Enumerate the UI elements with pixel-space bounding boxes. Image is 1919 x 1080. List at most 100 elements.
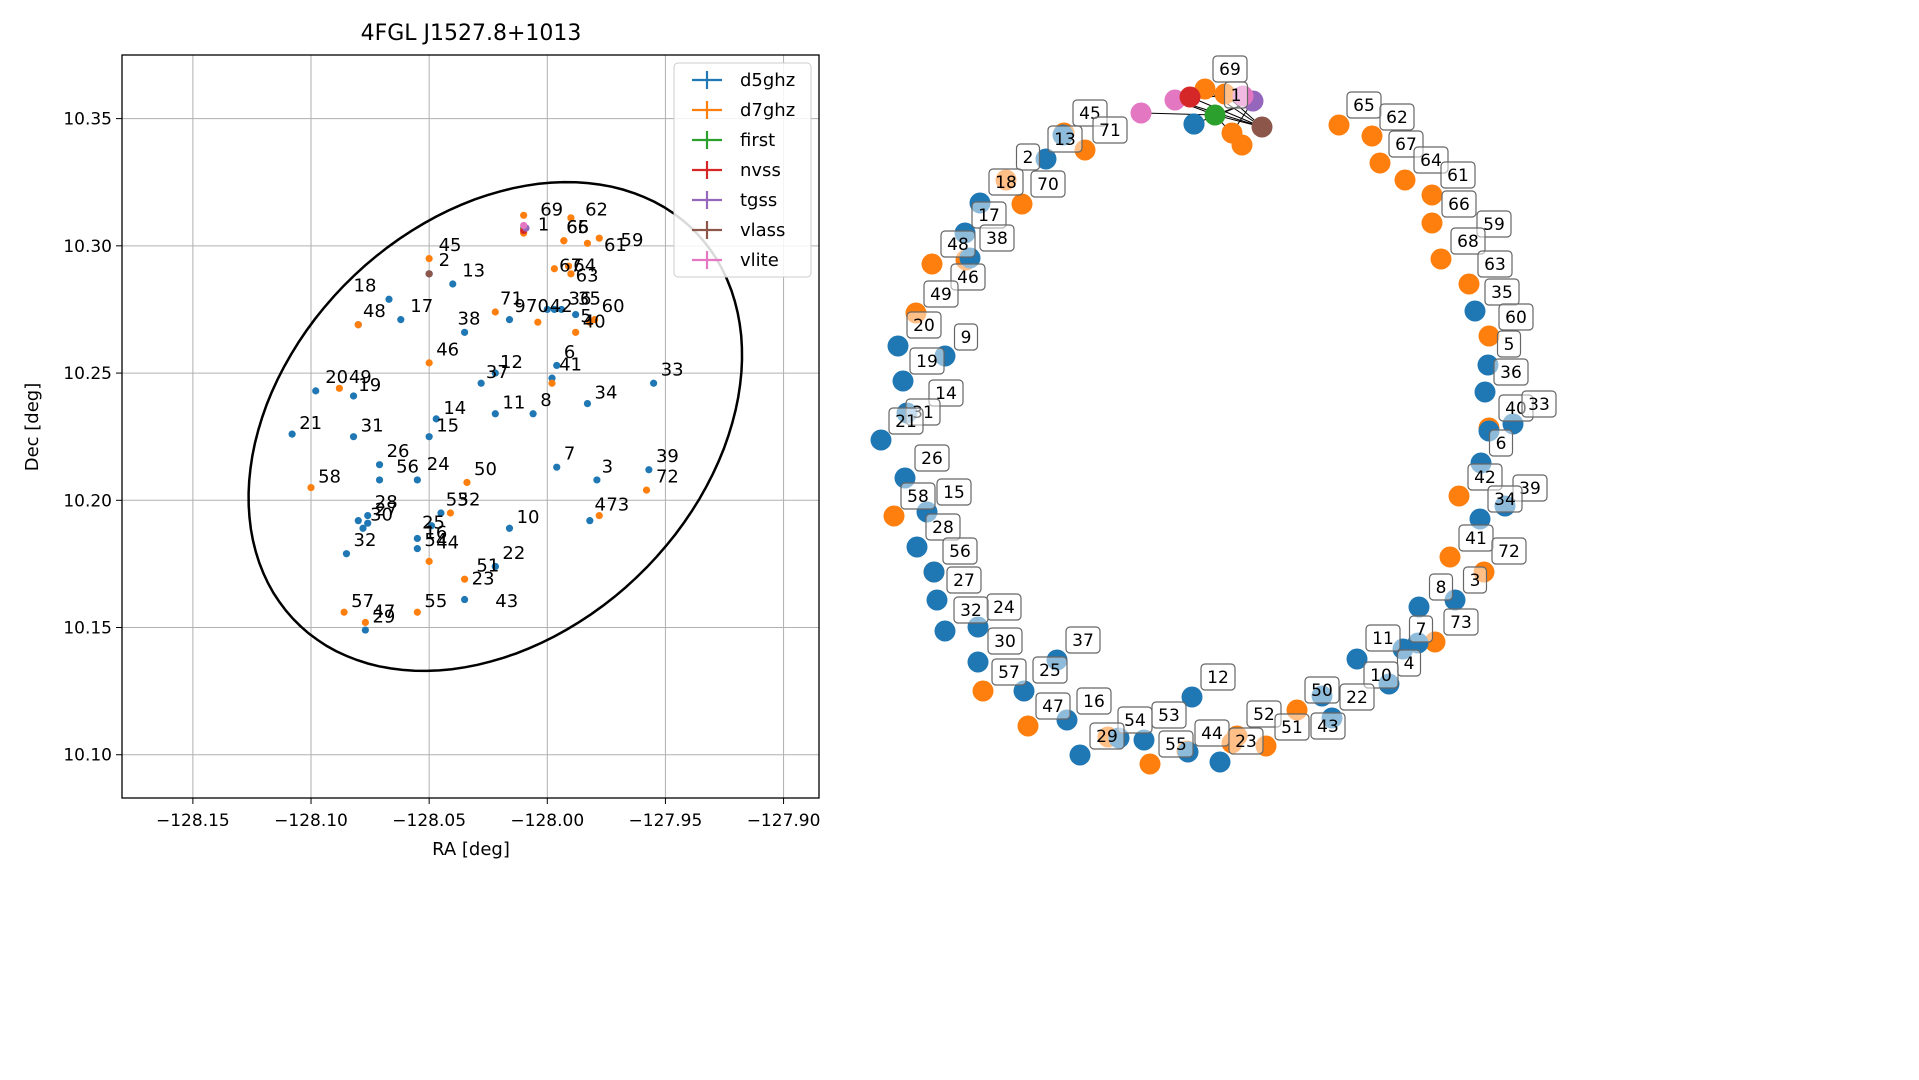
graph-label: 34 bbox=[1494, 490, 1516, 510]
point-label: 64 bbox=[573, 255, 596, 276]
graph-label: 18 bbox=[995, 173, 1017, 193]
graph-node-d7ghz bbox=[1478, 325, 1500, 347]
point-label: 17 bbox=[410, 296, 433, 317]
scatter-point-d5ghz bbox=[349, 392, 358, 400]
graph-label: 30 bbox=[994, 632, 1016, 652]
graph-label: 11 bbox=[1372, 629, 1394, 649]
graph-node-d7ghz bbox=[1430, 248, 1452, 270]
graph-label-box bbox=[940, 230, 976, 258]
scatter-point-d5ghz bbox=[491, 369, 499, 377]
chart-title: 4FGL J1527.8+1013 bbox=[361, 21, 582, 46]
graph-label: 56 bbox=[949, 542, 971, 562]
legend-label-first: first bbox=[740, 130, 775, 151]
graph-node-d7ghz bbox=[972, 680, 994, 702]
graph-node-d5ghz bbox=[934, 620, 956, 642]
graph-label: 55 bbox=[1165, 735, 1187, 755]
graph-label: 66 bbox=[1448, 195, 1470, 215]
legend-label-vlass: vlass bbox=[740, 220, 785, 241]
graph-label: 72 bbox=[1498, 542, 1520, 562]
point-label: 3 bbox=[602, 456, 613, 477]
graph-label-box bbox=[1065, 626, 1101, 654]
graph-label: 20 bbox=[913, 316, 935, 336]
scatter-point-d7ghz bbox=[567, 270, 575, 278]
scatter-point-d5ghz bbox=[593, 476, 601, 484]
scatter-point-d5ghz bbox=[349, 433, 358, 441]
scatter-point-d7ghz bbox=[520, 211, 528, 219]
graph-label: 26 bbox=[921, 449, 943, 469]
legend-label-d5ghz: d5ghz bbox=[740, 70, 795, 91]
scatter-point-d5ghz bbox=[477, 379, 485, 387]
graph-label: 21 bbox=[895, 412, 917, 432]
graph-node-d7ghz bbox=[921, 253, 943, 275]
graph-node-nvss bbox=[1179, 86, 1201, 108]
graph-label: 2 bbox=[1023, 148, 1034, 168]
graph-label: 16 bbox=[1083, 692, 1105, 712]
graph-label: 57 bbox=[998, 663, 1020, 683]
graph-label: 32 bbox=[960, 601, 982, 621]
scatter-point-d7ghz bbox=[425, 359, 433, 367]
point-label: 9 bbox=[514, 296, 525, 317]
graph-label: 71 bbox=[1099, 121, 1121, 141]
graph-label: 25 bbox=[1039, 661, 1061, 681]
graph-node-d5ghz bbox=[870, 429, 892, 451]
graph-label: 19 bbox=[916, 352, 938, 372]
y-tick-label: 10.30 bbox=[63, 237, 112, 257]
point-label: 70 bbox=[526, 296, 549, 317]
graph-node-d7ghz bbox=[1394, 169, 1416, 191]
graph-label: 5 bbox=[1504, 335, 1515, 355]
point-label: 7 bbox=[564, 444, 575, 465]
point-label: 14 bbox=[443, 398, 466, 419]
y-tick-label: 10.25 bbox=[63, 364, 112, 384]
graph-node-d5ghz bbox=[1183, 113, 1205, 135]
graph-label: 46 bbox=[957, 268, 979, 288]
graph-label-box bbox=[1274, 713, 1310, 741]
graph-label-box bbox=[987, 627, 1023, 655]
graph-label: 41 bbox=[1465, 529, 1487, 549]
point-label: 56 bbox=[396, 456, 419, 477]
point-label: 28 bbox=[375, 492, 398, 513]
scatter-point-d5ghz bbox=[550, 305, 558, 314]
point-label: 29 bbox=[372, 606, 395, 627]
graph-label: 24 bbox=[993, 598, 1015, 618]
graph-node-d7ghz bbox=[1369, 152, 1391, 174]
graph-label: 42 bbox=[1474, 468, 1496, 488]
scatter-point-d5ghz bbox=[548, 374, 556, 382]
scatter-point-d5ghz bbox=[583, 399, 592, 408]
scatter-point-d5ghz bbox=[385, 295, 393, 303]
graph-node-d7ghz bbox=[1139, 753, 1161, 775]
graph-node-d7ghz bbox=[883, 505, 905, 527]
axis-ticks: −128.15 −128.10 −128.05 −128.00 −127.95 −127.… bbox=[63, 110, 820, 831]
scatter-point-d5ghz bbox=[491, 562, 499, 571]
scatter-point-d5ghz bbox=[364, 519, 372, 527]
graph-node-d7ghz bbox=[1439, 546, 1461, 568]
graph-label: 65 bbox=[1353, 96, 1375, 116]
point-label: 2 bbox=[439, 250, 450, 271]
point-label: 33 bbox=[661, 360, 684, 381]
graph-label-box bbox=[1476, 210, 1512, 238]
graph-label-box bbox=[1458, 524, 1494, 552]
point-label: 44 bbox=[436, 533, 459, 554]
scatter-point-d7ghz bbox=[564, 262, 573, 270]
scatter-point-d5ghz bbox=[553, 463, 561, 471]
legend: d5ghz d7ghz first nvss tgss vlass vlite bbox=[673, 62, 812, 278]
y-axis-label: Dec [deg] bbox=[22, 383, 43, 472]
graph-label-box bbox=[1443, 608, 1479, 636]
graph-label-box bbox=[1151, 701, 1187, 729]
scatter-point-d7ghz bbox=[572, 328, 580, 336]
graph-node-d5ghz bbox=[1069, 744, 1091, 766]
graph-node-d5ghz bbox=[1035, 148, 1057, 170]
point-label: 26 bbox=[387, 441, 410, 462]
graph-label-box bbox=[1498, 303, 1534, 331]
graph-label-box bbox=[953, 596, 989, 624]
graph-label-box bbox=[1030, 170, 1066, 198]
scatter-point-d7ghz bbox=[550, 265, 558, 273]
graph-label-box bbox=[1491, 537, 1527, 565]
point-label: 63 bbox=[576, 265, 599, 286]
scatter-point-d7ghz bbox=[590, 316, 599, 324]
point-label: 67 bbox=[559, 255, 582, 276]
x-tick-label: −128.05 bbox=[392, 811, 466, 831]
graph-node-d7ghz bbox=[1448, 485, 1470, 507]
point-label: 18 bbox=[354, 276, 377, 297]
